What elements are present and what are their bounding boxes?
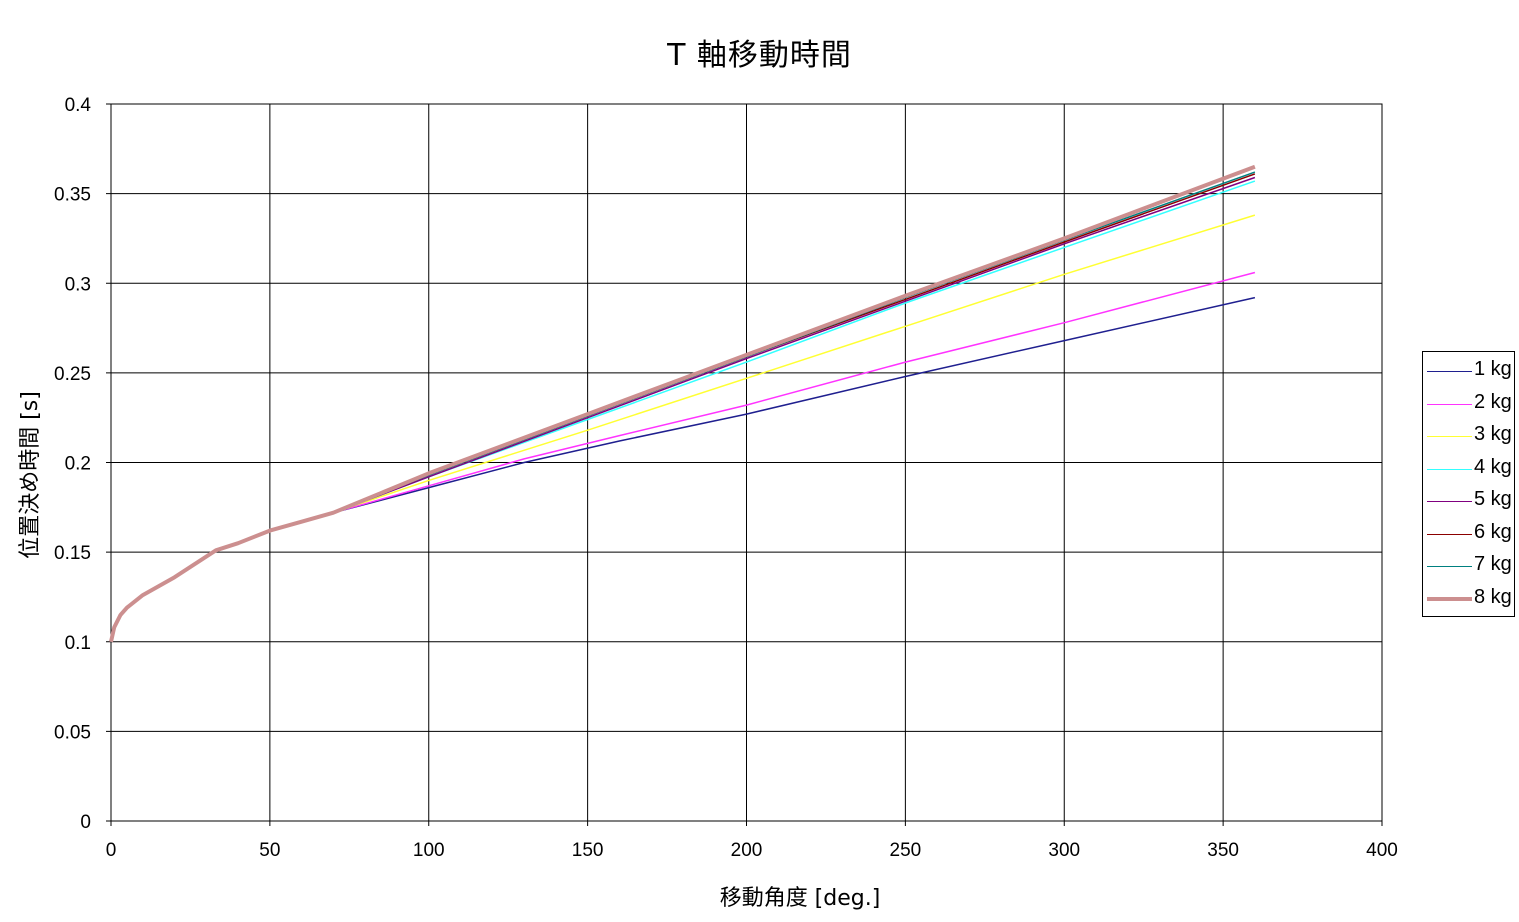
y-tick-label: 0.15 bbox=[54, 543, 91, 564]
legend-item: 1 kg bbox=[1427, 356, 1515, 388]
x-tick-label: 250 bbox=[890, 840, 922, 861]
x-axis-label: 移動角度 [deg.] bbox=[719, 886, 881, 911]
legend-label: 7 kg bbox=[1474, 553, 1512, 575]
legend-item: 5 kg bbox=[1427, 486, 1515, 518]
legend-swatch bbox=[1427, 403, 1472, 405]
legend-swatch bbox=[1427, 596, 1472, 601]
legend-swatch bbox=[1427, 468, 1472, 470]
y-axis-label: 位置決め時間 [s] bbox=[18, 391, 43, 559]
y-tick-label: 0 bbox=[80, 812, 91, 833]
y-tick-label: 0.2 bbox=[65, 454, 91, 475]
y-tick-label: 0.1 bbox=[65, 633, 91, 654]
x-tick-label: 0 bbox=[106, 840, 117, 861]
legend-item: 3 kg bbox=[1427, 421, 1515, 453]
legend-label: 6 kg bbox=[1474, 520, 1512, 543]
legend-swatch bbox=[1427, 566, 1472, 567]
x-tick-label: 150 bbox=[572, 840, 604, 861]
legend-label: 5 kg bbox=[1474, 488, 1512, 510]
legend-swatch bbox=[1427, 436, 1472, 437]
legend-swatch bbox=[1427, 533, 1472, 535]
legend-label: 1 kg bbox=[1474, 358, 1512, 380]
x-tick-label: 400 bbox=[1366, 840, 1398, 861]
x-tick-label: 350 bbox=[1207, 840, 1239, 861]
legend-label: 3 kg bbox=[1474, 423, 1512, 445]
x-tick-label: 100 bbox=[413, 840, 445, 861]
y-tick-label: 0.3 bbox=[65, 274, 91, 295]
x-tick-label: 300 bbox=[1048, 840, 1080, 861]
x-tick-label: 50 bbox=[259, 840, 280, 861]
legend-swatch bbox=[1427, 371, 1472, 372]
legend-item: 8 kg bbox=[1427, 584, 1515, 616]
legend-item: 6 kg bbox=[1427, 519, 1515, 551]
x-tick-label: 200 bbox=[731, 840, 763, 861]
legend: 1 kg 2 kg 3 kg 4 kg 5 kg 6 kg 7 kg 8 kg bbox=[1422, 351, 1515, 617]
legend-label: 2 kg bbox=[1474, 390, 1512, 413]
legend-swatch bbox=[1427, 501, 1472, 502]
y-tick-label: 0.25 bbox=[54, 364, 91, 385]
legend-item: 7 kg bbox=[1427, 551, 1515, 583]
chart-title: T 軸移動時間 bbox=[667, 38, 852, 73]
y-tick-label: 0.35 bbox=[54, 185, 91, 206]
y-tick-label: 0.4 bbox=[65, 95, 92, 116]
legend-label: 8 kg bbox=[1474, 585, 1512, 608]
y-tick-label: 0.05 bbox=[54, 722, 91, 743]
legend-item: 2 kg bbox=[1427, 389, 1515, 421]
legend-item: 4 kg bbox=[1427, 454, 1515, 486]
legend-label: 4 kg bbox=[1474, 455, 1512, 478]
series-line-8kg bbox=[109, 164, 1256, 643]
